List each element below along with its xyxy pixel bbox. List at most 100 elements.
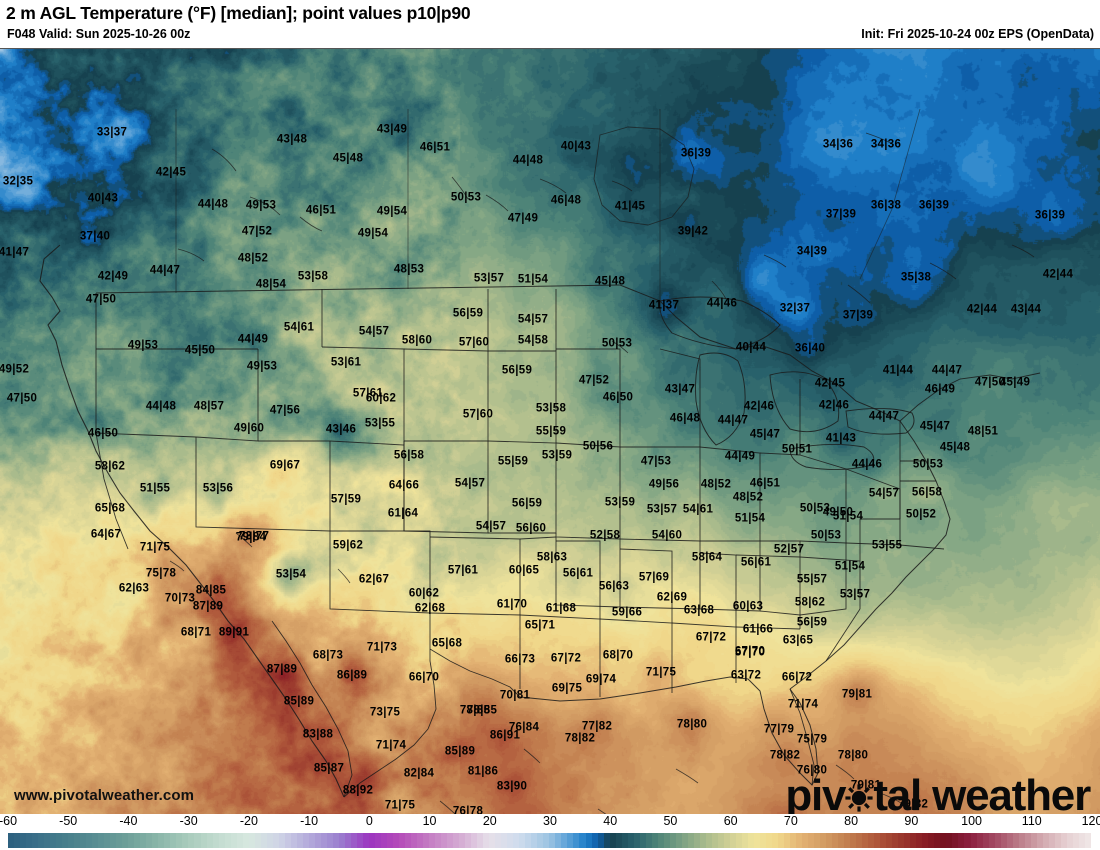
colorbar-swatch xyxy=(940,833,947,848)
colorbar-swatch xyxy=(453,833,460,848)
colorbar-swatch xyxy=(344,833,351,848)
border-path xyxy=(271,620,353,798)
colorbar-swatch xyxy=(86,833,93,848)
colorbar-swatch xyxy=(585,833,592,848)
temperature-map[interactable]: 33|37 32|35 42|45 40|43 44|48 49|53 37|40 47|52… xyxy=(0,48,1100,814)
brand-text-part2: tal weather xyxy=(873,771,1091,815)
border-path xyxy=(695,352,746,446)
geography-overlay xyxy=(39,108,1041,814)
colorbar-swatch xyxy=(368,833,375,848)
colorbar-swatch xyxy=(645,833,652,848)
border-path xyxy=(929,262,957,280)
border-path xyxy=(899,544,945,550)
colorbar-gradient[interactable] xyxy=(8,833,1092,848)
colorbar-swatch xyxy=(892,833,899,848)
colorbar-swatch xyxy=(687,833,694,848)
colorbar-swatch xyxy=(326,833,333,848)
border-path xyxy=(619,284,901,422)
colorbar-swatch xyxy=(272,833,279,848)
colorbar-swatch xyxy=(633,833,640,848)
colorbar-swatch xyxy=(290,833,297,848)
border-path xyxy=(211,148,237,172)
colorbar-swatch xyxy=(771,833,778,848)
colorbar-legend[interactable]: -60 -50 -40 -30 -20 -10 0 10 20 30 40 50 60 70 80 90 100… xyxy=(0,814,1100,850)
border-path xyxy=(555,537,621,608)
colorbar-swatch xyxy=(242,833,249,848)
temperature-raster xyxy=(0,49,1100,814)
colorbar-swatch xyxy=(952,833,959,848)
colorbar-swatch xyxy=(591,833,598,848)
colorbar-tick: 70 xyxy=(783,814,798,828)
colorbar-swatch xyxy=(164,833,171,848)
border-path xyxy=(759,379,801,456)
colorbar-swatch xyxy=(489,833,496,848)
colorbar-swatch xyxy=(573,833,580,848)
colorbar-swatch xyxy=(338,833,345,848)
colorbar-tick: 0 xyxy=(365,814,373,828)
colorbar-swatch xyxy=(374,833,381,848)
border-path xyxy=(769,371,840,433)
colorbar-swatch xyxy=(886,833,893,848)
colorbar-swatch xyxy=(284,833,291,848)
colorbar-swatch xyxy=(765,833,772,848)
colorbar-swatch xyxy=(134,833,141,848)
colorbar-swatch xyxy=(230,833,237,848)
colorbar-swatch xyxy=(874,833,881,848)
colorbar-tick: 20 xyxy=(482,814,497,828)
colorbar-swatch xyxy=(808,833,815,848)
border-path xyxy=(429,536,521,615)
border-path xyxy=(487,440,557,534)
colorbar-swatch xyxy=(98,833,105,848)
colorbar-swatch xyxy=(104,833,111,848)
colorbar-swatch xyxy=(218,833,225,848)
colorbar-swatch xyxy=(922,833,929,848)
colorbar-swatch xyxy=(651,833,658,848)
colorbar-swatch xyxy=(934,833,941,848)
colorbar-swatch xyxy=(386,833,393,848)
colorbar-swatch xyxy=(513,833,520,848)
colorbar-swatch xyxy=(411,833,418,848)
border-path xyxy=(485,194,509,212)
border-path xyxy=(611,180,633,192)
colorbar-swatch xyxy=(182,833,189,848)
colorbar-swatch xyxy=(928,833,935,848)
colorbar-swatch xyxy=(543,833,550,848)
border-path xyxy=(671,622,737,683)
colorbar-swatch xyxy=(675,833,682,848)
border-path xyxy=(879,792,905,806)
colorbar-swatch xyxy=(970,833,977,848)
colorbar-swatch xyxy=(212,833,219,848)
colorbar-swatch xyxy=(236,833,243,848)
border-path xyxy=(429,612,521,689)
colorbar-swatch xyxy=(868,833,875,848)
border-path xyxy=(659,296,781,350)
colorbar-tick: 100 xyxy=(961,814,982,828)
colorbar-swatch xyxy=(266,833,273,848)
border-path xyxy=(763,254,787,268)
colorbar-swatch xyxy=(958,833,965,848)
border-path xyxy=(555,447,621,540)
colorbar-swatch xyxy=(429,833,436,848)
colorbar-swatch xyxy=(531,833,538,848)
colorbar-swatch xyxy=(741,833,748,848)
colorbar-swatch xyxy=(495,833,502,848)
colorbar-swatch xyxy=(224,833,231,848)
colorbar-swatch xyxy=(459,833,466,848)
border-path xyxy=(329,530,431,614)
colorbar-swatch xyxy=(796,833,803,848)
colorbar-tick: 110 xyxy=(1021,814,1042,828)
border-path xyxy=(329,440,405,531)
border-path xyxy=(847,284,871,304)
sun-icon xyxy=(844,783,874,813)
border-path xyxy=(789,420,951,690)
colorbar-swatch xyxy=(110,833,117,848)
border-path xyxy=(845,407,915,435)
colorbar-swatch xyxy=(1084,833,1091,848)
colorbar-swatch xyxy=(332,833,339,848)
colorbar-swatch xyxy=(38,833,45,848)
border-path xyxy=(523,748,541,764)
border-path xyxy=(825,608,861,662)
colorbar-swatch xyxy=(32,833,39,848)
border-path xyxy=(899,372,1041,422)
colorbar-tick: -50 xyxy=(59,814,78,828)
